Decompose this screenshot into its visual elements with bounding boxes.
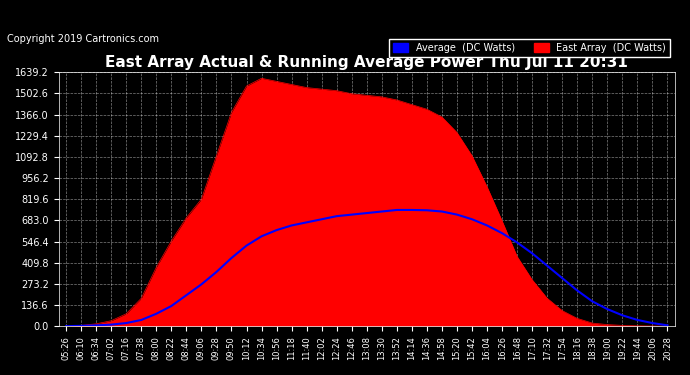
Text: Copyright 2019 Cartronics.com: Copyright 2019 Cartronics.com — [7, 34, 159, 44]
Legend: Average  (DC Watts), East Array  (DC Watts): Average (DC Watts), East Array (DC Watts… — [389, 39, 670, 57]
Title: East Array Actual & Running Average Power Thu Jul 11 20:31: East Array Actual & Running Average Powe… — [106, 55, 628, 70]
